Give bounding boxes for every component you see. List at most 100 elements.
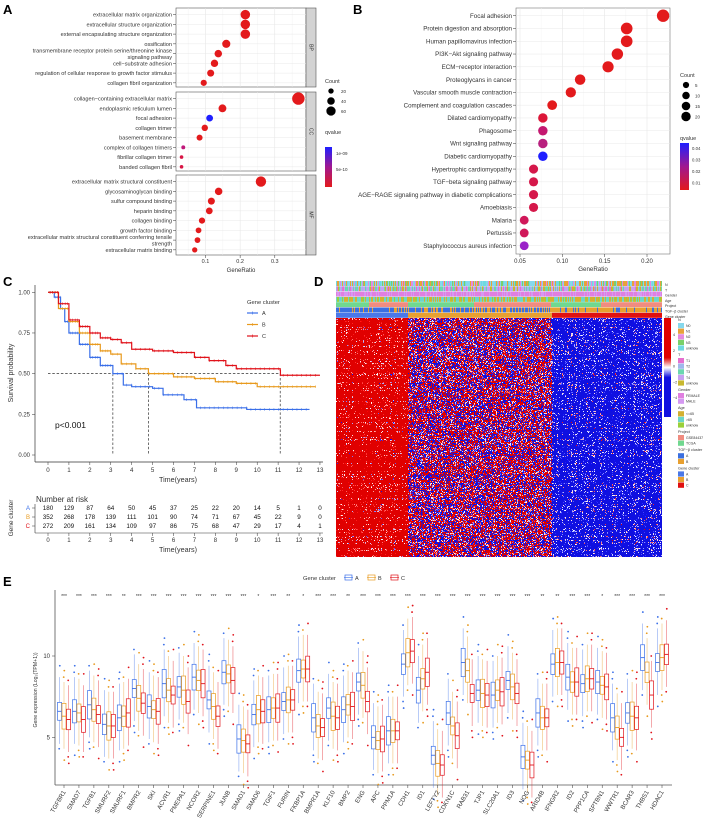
term-label: focal adhesion	[136, 116, 172, 122]
outlier-point	[567, 720, 569, 722]
outlier-point	[73, 754, 76, 757]
outlier-point	[108, 679, 111, 682]
outlier-point	[591, 721, 593, 724]
term-label: regulation of cellular response to growt…	[35, 71, 172, 77]
outlier-point	[357, 725, 360, 727]
outlier-point	[328, 661, 330, 664]
gene-label: CDH1	[397, 789, 412, 808]
outlier-point	[276, 668, 279, 670]
term-label: sulfur compound binding	[111, 199, 172, 205]
risk-count: 109	[126, 523, 137, 530]
outlier-point	[500, 651, 503, 654]
outlier-point	[322, 770, 324, 773]
outlier-point	[82, 672, 85, 675]
outlier-point	[422, 721, 424, 724]
annotation-track-label: Project	[665, 304, 676, 308]
significance-label: ***	[270, 594, 276, 600]
legend-item-label: T2	[686, 365, 690, 369]
legend-item-label: <=65	[686, 412, 694, 416]
outlier-point	[167, 650, 170, 653]
term-label: ossification	[144, 42, 172, 48]
gene-label: FURIN	[276, 790, 292, 810]
outlier-point	[536, 672, 539, 675]
outlier-point	[227, 627, 230, 630]
facet-strip-label: CC	[308, 128, 314, 136]
outlier-point	[656, 622, 659, 625]
outlier-point	[351, 659, 354, 662]
x-tick-label: 6	[172, 538, 176, 544]
qvalue-legend-title: qvalue	[325, 130, 341, 136]
outlier-point	[217, 669, 220, 672]
term-label: endoplasmic reticulum lumen	[100, 106, 172, 112]
outlier-point	[321, 687, 324, 690]
gene-label: SKI	[146, 789, 157, 801]
legend-label: A	[355, 576, 359, 582]
outlier-point	[97, 674, 99, 677]
outlier-point	[92, 746, 95, 749]
outlier-point	[441, 801, 443, 804]
gene-box-group: *SPTBN1	[588, 594, 610, 814]
x-tick-label: 3	[109, 467, 113, 474]
dot-bp	[207, 69, 215, 77]
dot-cc	[181, 145, 186, 150]
outlier-point	[501, 734, 504, 737]
outlier-point	[620, 773, 623, 776]
outlier-point	[332, 669, 335, 672]
outlier-point	[597, 635, 599, 638]
gene-label: KLF10	[322, 789, 337, 809]
outlier-point	[312, 754, 315, 757]
risk-count: 75	[191, 523, 199, 530]
risk-count: 45	[149, 505, 157, 512]
significance-label: **	[555, 594, 559, 600]
legend-label: B	[378, 576, 382, 582]
dot-mf	[192, 247, 198, 253]
outlier-point	[197, 640, 200, 643]
outlier-point	[372, 690, 375, 693]
outlier-point	[462, 616, 465, 618]
gene-box-group: **SMURF1	[109, 594, 131, 815]
x-tick-label: 4	[130, 538, 134, 544]
outlier-point	[417, 726, 419, 729]
outlier-point	[231, 640, 234, 643]
outlier-point	[307, 622, 309, 625]
outlier-point	[287, 653, 290, 656]
outlier-point	[392, 773, 395, 776]
outlier-point	[426, 632, 428, 635]
outlier-point	[112, 762, 114, 765]
pathway-label: Pertussis	[487, 230, 512, 237]
outlier-point	[660, 694, 663, 696]
risk-count: 161	[85, 523, 96, 530]
risk-count: 134	[106, 523, 117, 530]
outlier-point	[78, 755, 81, 758]
outlier-point	[312, 677, 315, 680]
gene-box-group: ***SMAD1	[230, 594, 251, 811]
count-legend-label: 20	[341, 89, 347, 94]
outlier-point	[302, 712, 305, 714]
outlier-point	[447, 755, 450, 758]
outlier-point	[515, 653, 518, 656]
term-label: glycosaminoglycan binding	[105, 189, 172, 195]
risk-count: 74	[191, 514, 199, 521]
legend-swatch	[678, 477, 684, 483]
outlier-point	[646, 715, 649, 718]
outlier-point	[163, 726, 166, 729]
legend-swatch	[678, 339, 684, 345]
qvalue-legend-title: qvalue	[680, 136, 696, 142]
outlier-point	[336, 754, 339, 757]
annotation-track-label: TGF−β cluster	[665, 310, 689, 314]
outlier-point	[62, 676, 65, 679]
term-label: banded collagen fibril	[119, 165, 172, 171]
x-tick-label: 9	[235, 538, 239, 544]
outlier-point	[601, 645, 603, 648]
outlier-point	[331, 676, 334, 679]
significance-label: *	[257, 594, 259, 600]
x-tick-label: 0.2	[236, 259, 244, 265]
outlier-point	[631, 669, 634, 672]
pathway-label: Protein digestion and absorption	[423, 26, 512, 33]
risk-count: 37	[170, 505, 178, 512]
term-label: strength	[152, 241, 172, 247]
facet-strip-label: BP	[308, 44, 314, 51]
outlier-point	[153, 752, 155, 755]
outlier-point	[491, 731, 494, 734]
